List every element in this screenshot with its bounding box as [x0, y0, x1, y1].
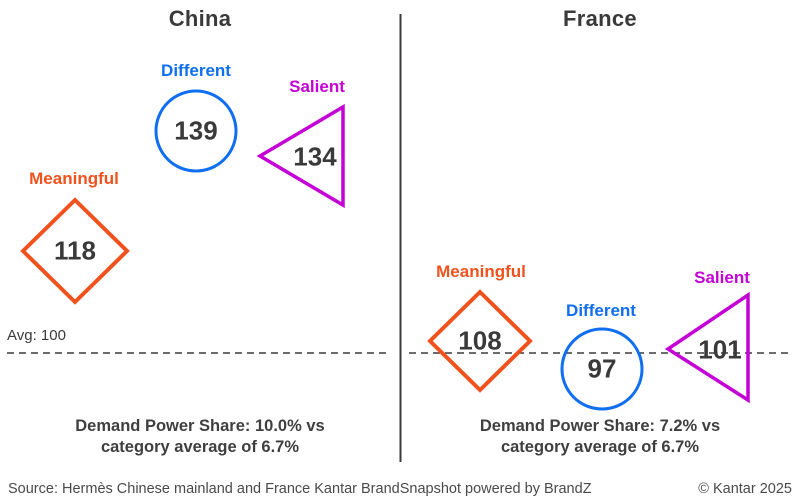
- china-salient-value: 134: [293, 141, 337, 172]
- france-panel-title: France: [563, 6, 637, 31]
- china-different-label: Different: [161, 61, 231, 80]
- france-salient-triangle: [664, 291, 750, 404]
- china-meaningful-label: Meaningful: [29, 169, 119, 188]
- china-salient-triangle: [256, 103, 345, 209]
- france-demand-power-share: Demand Power Share: 7.2% vs category ave…: [479, 417, 721, 457]
- china-different-circle: [154, 89, 238, 173]
- france-different-circle: [560, 327, 644, 411]
- avg-baseline-label: Avg: 100: [7, 327, 66, 344]
- france-salient-label: Salient: [694, 268, 750, 287]
- france-meaningful-diamond: [427, 289, 533, 393]
- china-different-value: 139: [174, 115, 218, 146]
- footer-copyright: © Kantar 2025: [698, 481, 792, 497]
- france-different-label: Different: [566, 301, 636, 320]
- china-salient-label: Salient: [289, 77, 345, 96]
- china-demand-power-share: Demand Power Share: 10.0% vs category av…: [75, 417, 325, 457]
- china-meaningful-diamond: [20, 197, 130, 305]
- france-meaningful-value: 108: [458, 325, 502, 356]
- france-different-value: 97: [587, 353, 617, 384]
- france-salient-value: 101: [698, 334, 742, 365]
- china-panel-title: China: [168, 6, 232, 31]
- china-meaningful-value: 118: [54, 235, 96, 266]
- france-meaningful-label: Meaningful: [436, 262, 526, 281]
- footer-source-text: Source: Hermès Chinese mainland and Fran…: [8, 481, 592, 497]
